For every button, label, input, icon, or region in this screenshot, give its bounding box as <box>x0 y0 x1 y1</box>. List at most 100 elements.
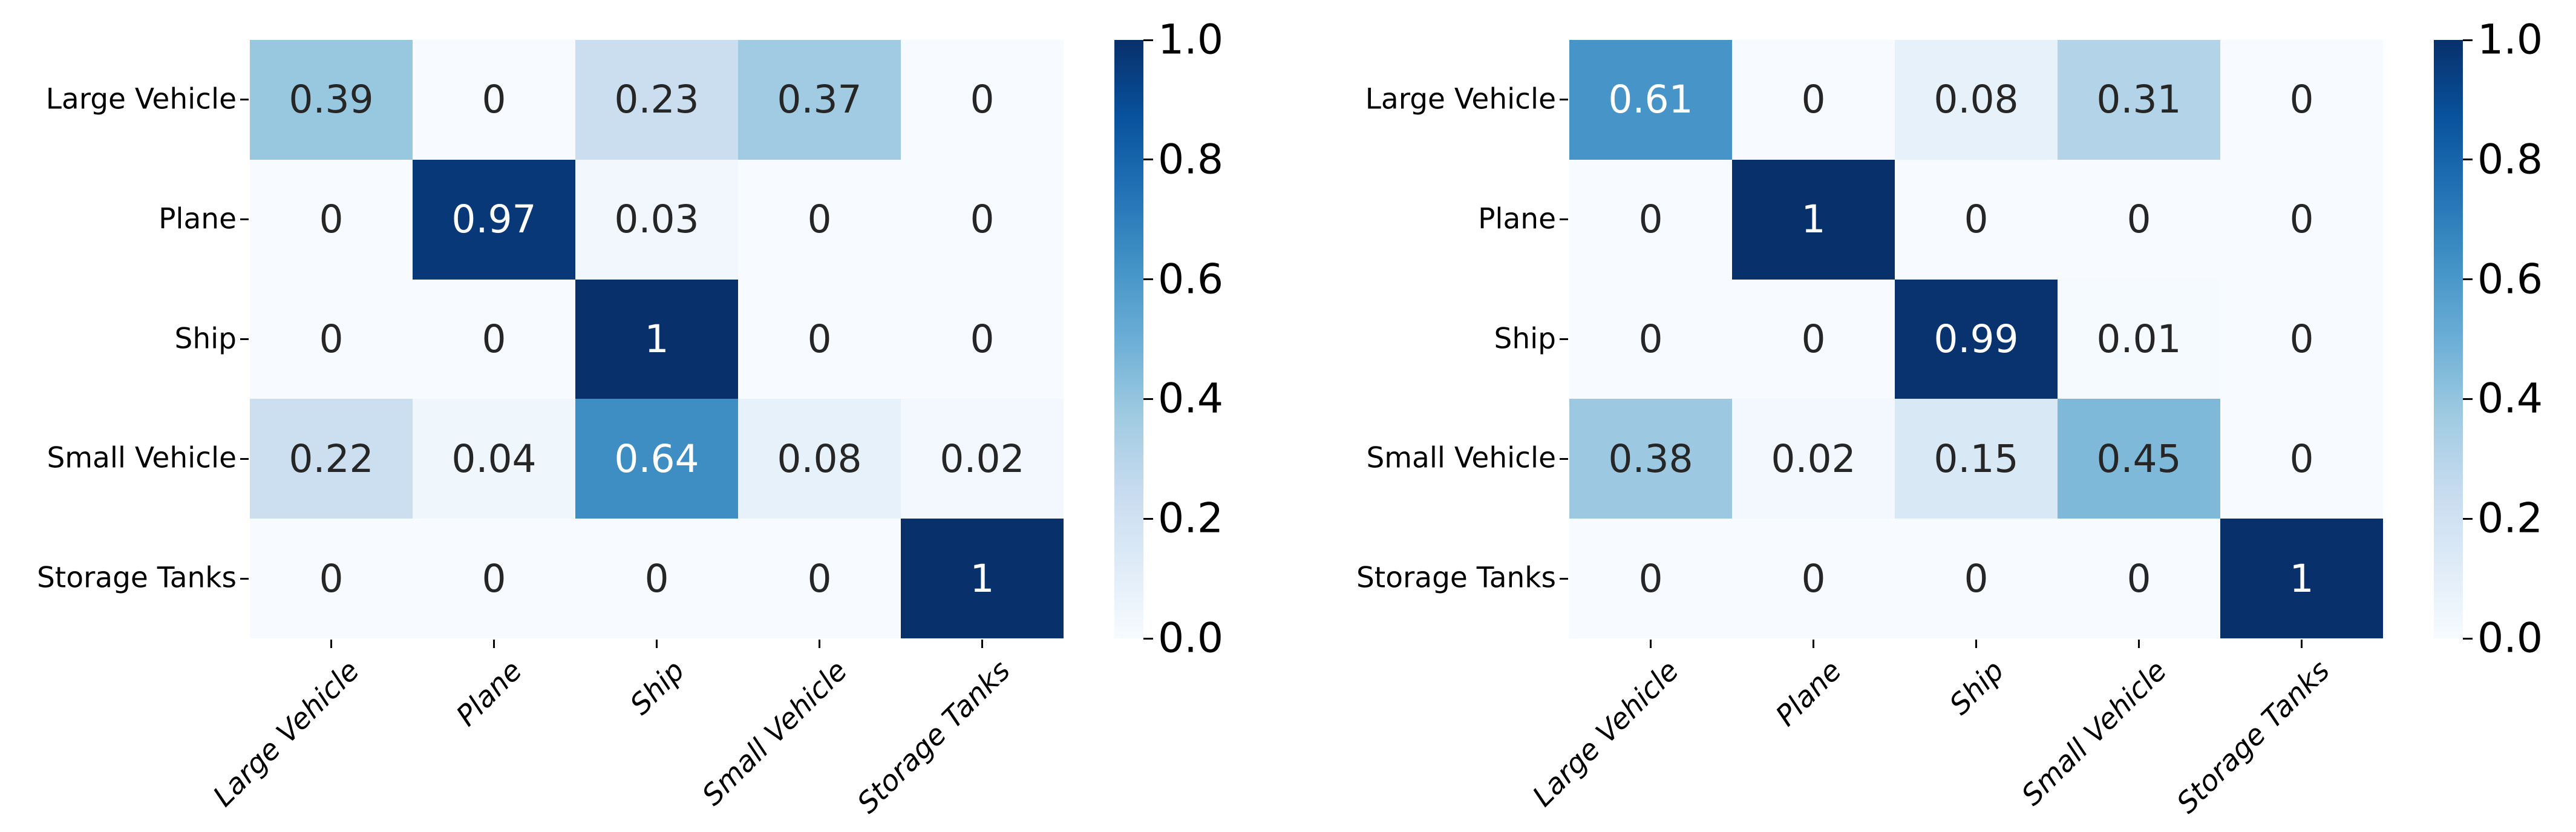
x-tick-mark <box>2301 640 2303 648</box>
heatmap-cell: 0 <box>2058 519 2220 638</box>
heatmap-cell: 0.64 <box>575 399 738 519</box>
y-tick-label: Ship <box>174 321 237 355</box>
x-tick-mark <box>981 640 983 648</box>
y-tick-mark <box>1560 218 1568 221</box>
heatmap-cell: 0 <box>1569 159 1732 280</box>
colorbar-tick-mark <box>1143 39 1153 41</box>
y-tick-label: Small Vehicle <box>47 441 237 475</box>
colorbar-tick-label: 0.0 <box>2477 614 2543 663</box>
x-tick-label: Large Vehicle <box>206 654 366 814</box>
heatmap-cell: 0.39 <box>250 40 413 160</box>
x-tick-label: Small Vehicle <box>696 654 854 813</box>
colorbar-tick-mark <box>1143 637 1153 640</box>
heatmap-cell: 0 <box>1732 40 1895 160</box>
colorbar <box>1114 40 1143 638</box>
heatmap-cell: 0.37 <box>738 40 901 160</box>
heatmap-cell: 0.02 <box>901 399 1064 519</box>
heatmap-cell: 0.08 <box>1895 40 2058 160</box>
heatmap-cell: 0 <box>413 519 575 638</box>
y-tick-mark <box>1560 338 1568 340</box>
heatmap-cell: 0 <box>901 40 1064 160</box>
colorbar-tick-label: 0.8 <box>2477 136 2543 184</box>
y-tick-label: Plane <box>159 202 237 236</box>
colorbar-tick-mark <box>2463 39 2473 41</box>
colorbar-tick-mark <box>2463 517 2473 520</box>
heatmap-cell: 0.99 <box>1895 279 2058 399</box>
colorbar-tick-mark <box>1143 278 1153 281</box>
x-tick-label: Plane <box>449 654 529 733</box>
y-tick-mark <box>240 457 249 460</box>
y-tick-mark <box>1560 99 1568 101</box>
colorbar-tick-mark <box>2463 278 2473 281</box>
heatmap-cell: 0 <box>250 159 413 280</box>
heatmap-cell: 0.31 <box>2058 40 2220 160</box>
heatmap-cell: 0 <box>901 159 1064 280</box>
heatmap-cell: 0.01 <box>2058 279 2220 399</box>
heatmap-cell: 0 <box>1895 519 2058 638</box>
x-tick-label: Large Vehicle <box>1526 654 1685 814</box>
heatmap-cell: 0 <box>2220 279 2383 399</box>
y-tick-label: Small Vehicle <box>1366 441 1556 475</box>
heatmap-cell: 0 <box>1732 279 1895 399</box>
heatmap-cell: 0.45 <box>2058 399 2220 519</box>
heatmap-cell: 0 <box>738 519 901 638</box>
heatmap-cell: 0 <box>250 279 413 399</box>
x-tick-label: Ship <box>1943 654 2011 722</box>
x-tick-mark <box>1975 640 1977 648</box>
heatmap-cell: 0.22 <box>250 399 413 519</box>
y-tick-label: Large Vehicle <box>1365 82 1556 116</box>
y-tick-label: Storage Tanks <box>1356 561 1556 595</box>
heatmap-cell: 0 <box>413 40 575 160</box>
heatmap-cell: 1 <box>901 519 1064 638</box>
y-tick-label: Large Vehicle <box>45 82 237 116</box>
x-tick-label: Small Vehicle <box>2015 654 2174 813</box>
x-tick-mark <box>819 640 820 648</box>
colorbar-tick-label: 0.6 <box>2477 255 2543 304</box>
heatmap-cell: 1 <box>1732 159 1895 280</box>
colorbar-tick-mark <box>1143 398 1153 400</box>
heatmap-cell: 0.15 <box>1895 399 2058 519</box>
heatmap-cell: 0.03 <box>575 159 738 280</box>
y-tick-label: Storage Tanks <box>36 561 237 595</box>
x-tick-label: Plane <box>1769 654 1848 733</box>
heatmap-cell: 0.97 <box>413 159 575 280</box>
heatmap-cell: 0.04 <box>413 399 575 519</box>
colorbar-tick-label: 0.2 <box>1158 494 1224 543</box>
colorbar-tick-label: 0.4 <box>1158 375 1224 423</box>
heatmap-cell: 0.23 <box>575 40 738 160</box>
heatmap-cell: 0 <box>413 279 575 399</box>
x-tick-mark <box>656 640 658 648</box>
heatmap-cell: 0 <box>2220 40 2383 160</box>
y-tick-mark <box>1560 577 1568 580</box>
colorbar-tick-mark <box>2463 398 2473 400</box>
x-tick-mark <box>330 640 332 648</box>
x-tick-mark <box>1650 640 1652 648</box>
heatmap-cell: 0.61 <box>1569 40 1732 160</box>
y-tick-mark <box>240 99 249 101</box>
heatmap-cell: 0.38 <box>1569 399 1732 519</box>
x-tick-mark <box>2138 640 2140 648</box>
x-tick-mark <box>493 640 495 648</box>
heatmap-cell: 0 <box>2220 399 2383 519</box>
y-tick-label: Ship <box>1494 321 1556 355</box>
colorbar-tick-label: 0.0 <box>1158 614 1224 663</box>
heatmap-cell: 0 <box>250 519 413 638</box>
heatmap-cell: 0 <box>2220 159 2383 280</box>
heatmap-cell: 0 <box>1895 159 2058 280</box>
colorbar-tick-label: 1.0 <box>1158 16 1224 64</box>
heatmap-cell: 0 <box>2058 159 2220 280</box>
colorbar-tick-mark <box>2463 159 2473 161</box>
x-tick-label: Storage Tanks <box>851 654 1017 821</box>
y-tick-mark <box>1560 457 1568 460</box>
y-tick-mark <box>240 577 249 580</box>
colorbar-tick-mark <box>1143 159 1153 161</box>
x-tick-mark <box>1813 640 1814 648</box>
colorbar-tick-label: 0.6 <box>1158 255 1224 304</box>
heatmap-cell: 0 <box>1732 519 1895 638</box>
heatmap-cell: 1 <box>575 279 738 399</box>
colorbar-tick-mark <box>2463 637 2473 640</box>
colorbar-tick-label: 0.4 <box>2477 375 2543 423</box>
colorbar-tick-label: 0.8 <box>1158 136 1224 184</box>
heatmap-cell: 0.08 <box>738 399 901 519</box>
